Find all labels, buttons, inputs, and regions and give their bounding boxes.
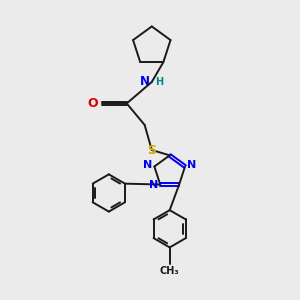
Text: O: O <box>87 97 98 110</box>
Text: S: S <box>147 143 156 157</box>
Text: N: N <box>140 75 150 88</box>
Text: N: N <box>143 160 152 170</box>
Text: N: N <box>149 180 158 190</box>
Text: CH₃: CH₃ <box>160 266 179 276</box>
Text: H: H <box>155 76 163 87</box>
Text: N: N <box>187 160 196 170</box>
